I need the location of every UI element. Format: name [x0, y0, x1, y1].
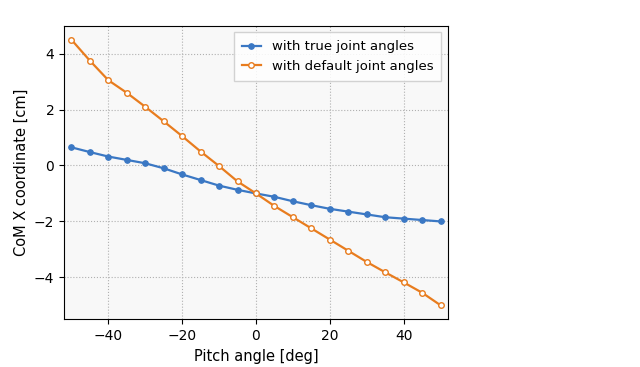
with default joint angles	[252, 191, 260, 196]
with default joint angles	[234, 179, 241, 184]
with default joint angles	[86, 58, 93, 63]
Legend: with true joint angles, with default joint angles: with true joint angles, with default joi…	[234, 32, 442, 81]
with default joint angles	[160, 119, 168, 124]
with true joint angles	[363, 212, 371, 217]
with default joint angles	[179, 134, 186, 138]
with default joint angles	[344, 248, 352, 253]
with true joint angles	[271, 195, 278, 199]
with default joint angles	[68, 37, 76, 42]
with default joint angles	[215, 164, 223, 168]
with true joint angles	[68, 145, 76, 149]
with default joint angles	[363, 260, 371, 264]
with default joint angles	[419, 291, 426, 295]
with true joint angles	[196, 178, 204, 182]
with true joint angles	[289, 199, 297, 203]
X-axis label: Pitch angle [deg]: Pitch angle [deg]	[194, 349, 318, 364]
with true joint angles	[86, 150, 93, 154]
with default joint angles	[381, 270, 389, 275]
with default joint angles	[308, 226, 316, 230]
with true joint angles	[160, 166, 168, 171]
with default joint angles	[289, 215, 297, 219]
with true joint angles	[234, 188, 241, 192]
Line: with true joint angles: with true joint angles	[68, 145, 444, 224]
with true joint angles	[308, 203, 316, 207]
with true joint angles	[179, 172, 186, 177]
with true joint angles	[436, 219, 444, 224]
with default joint angles	[123, 91, 131, 95]
with true joint angles	[252, 191, 260, 196]
with default joint angles	[271, 204, 278, 208]
with true joint angles	[104, 155, 112, 159]
with true joint angles	[400, 217, 408, 221]
with true joint angles	[326, 207, 333, 211]
with default joint angles	[326, 237, 333, 242]
with true joint angles	[215, 184, 223, 188]
with default joint angles	[436, 303, 444, 308]
with default joint angles	[400, 280, 408, 284]
with true joint angles	[123, 158, 131, 162]
with true joint angles	[141, 161, 149, 166]
with default joint angles	[104, 78, 112, 83]
with default joint angles	[196, 149, 204, 154]
Line: with default joint angles: with default joint angles	[68, 37, 444, 308]
Y-axis label: CoM X coordinate [cm]: CoM X coordinate [cm]	[13, 89, 28, 256]
with true joint angles	[381, 215, 389, 219]
with default joint angles	[141, 105, 149, 109]
with true joint angles	[344, 210, 352, 214]
with true joint angles	[419, 218, 426, 222]
